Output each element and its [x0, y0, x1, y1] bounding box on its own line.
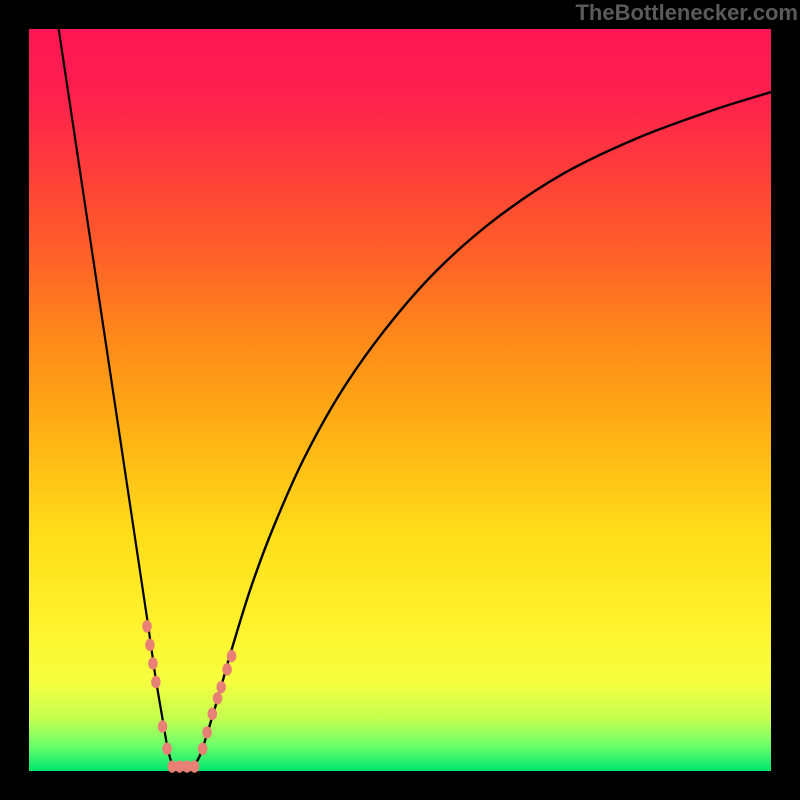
marker-left — [158, 720, 168, 732]
curve-overlay — [0, 0, 800, 800]
curve-right — [192, 92, 771, 768]
marker-left — [142, 620, 152, 632]
marker-bottom — [190, 760, 200, 772]
marker-right — [222, 663, 232, 675]
marker-right — [213, 692, 223, 704]
marker-right — [202, 726, 212, 738]
watermark-text: TheBottlenecker.com — [575, 0, 798, 26]
marker-left — [145, 639, 155, 651]
marker-right — [207, 708, 217, 720]
marker-right — [216, 681, 226, 693]
marker-right — [198, 743, 208, 755]
marker-left — [162, 743, 172, 755]
marker-left — [151, 676, 161, 688]
marker-right — [227, 650, 237, 662]
marker-left — [148, 657, 158, 669]
chart-container: TheBottlenecker.com — [0, 0, 800, 800]
curve-left — [59, 29, 178, 768]
